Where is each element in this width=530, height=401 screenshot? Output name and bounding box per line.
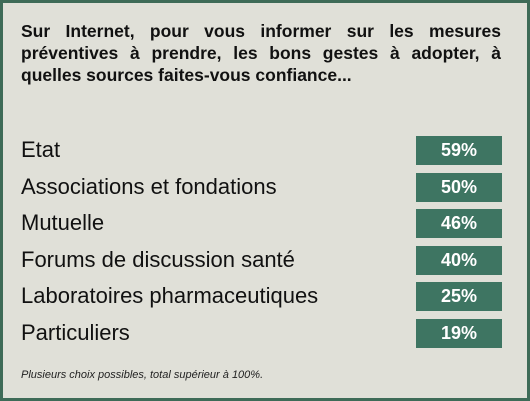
category-label: Mutuelle (21, 210, 105, 235)
result-row: Particuliers 19% (3, 316, 530, 350)
category-label: Forums de discussion santé (21, 246, 295, 272)
result-row: Etat 59% (3, 133, 530, 167)
category-label: Etat (21, 137, 61, 162)
percentage-badge: 50% (416, 172, 502, 202)
result-row: Laboratoires pharmaceutiques 25% (3, 279, 530, 313)
percentage-badge: 25% (416, 282, 502, 311)
percentage-badge: 40% (416, 245, 502, 275)
result-row: Associations et fondations 50% (3, 170, 530, 204)
chart-title: Sur Internet, pour vous informer sur les… (21, 21, 501, 85)
footnote: Plusieurs choix possibles, total supérie… (21, 369, 264, 381)
percentage-badge: 59% (416, 136, 502, 165)
result-row: Forums de discussion santé 40% (3, 243, 530, 277)
result-row: Mutuelle 46% (3, 206, 530, 240)
category-label: Laboratoires pharmaceutiques (21, 283, 319, 308)
category-label: Associations et fondations (21, 173, 277, 199)
category-label: Particuliers (21, 319, 130, 345)
percentage-badge: 46% (416, 209, 502, 238)
percentage-badge: 19% (416, 318, 502, 348)
